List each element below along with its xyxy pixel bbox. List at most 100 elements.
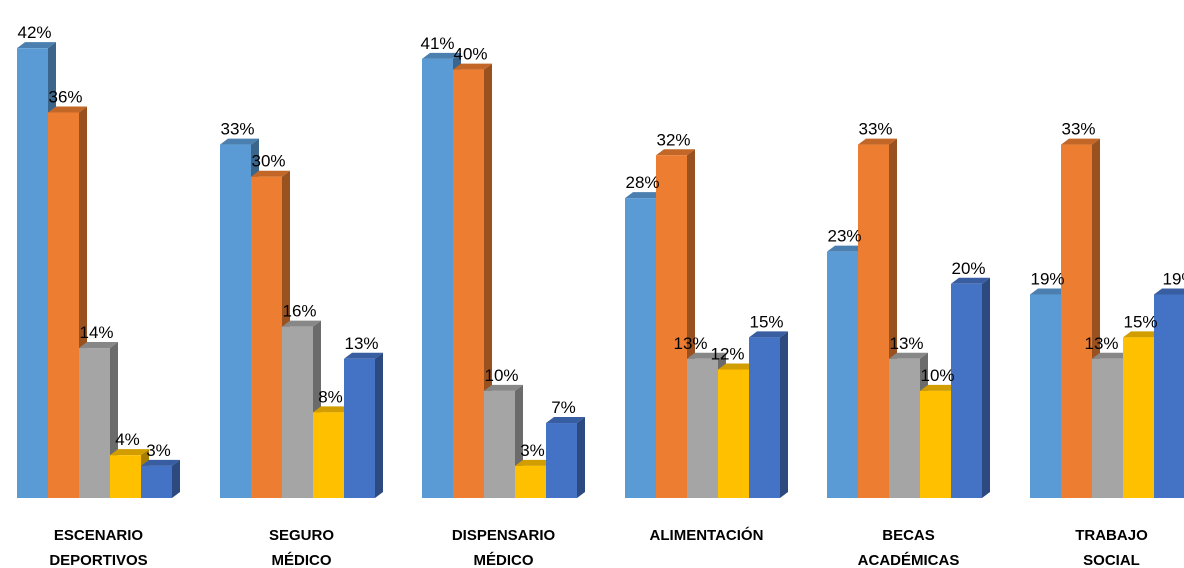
bar-front	[687, 358, 718, 498]
data-label: 41%	[420, 34, 454, 53]
bar-top	[1154, 288, 1184, 295]
bar-top	[17, 42, 56, 49]
bar-front	[344, 358, 375, 498]
bar-top	[1123, 331, 1162, 338]
bar-front	[546, 423, 577, 498]
bar	[1154, 288, 1184, 498]
bar-top	[625, 192, 664, 199]
data-label: 13%	[344, 334, 378, 353]
bar-front	[282, 326, 313, 498]
bar-side	[780, 331, 788, 498]
bar-front	[422, 58, 453, 498]
bar	[48, 106, 87, 498]
data-label: 10%	[920, 366, 954, 385]
bar-front	[858, 144, 889, 498]
bar-top	[220, 138, 259, 145]
data-label: 8%	[318, 387, 343, 406]
category-label: DEPORTIVOS	[49, 552, 147, 568]
bar-side	[375, 352, 383, 498]
data-label: 15%	[749, 312, 783, 331]
bar-side	[577, 417, 585, 498]
data-labels-layer: 42% 36% 14% 4% 3% 33% 30% 16% 8% 13% 41%40% 10% 3% 7%…	[17, 23, 1184, 460]
bar	[951, 277, 990, 498]
bar-side	[172, 459, 180, 498]
bar	[546, 417, 585, 498]
data-label: 33%	[1061, 120, 1095, 139]
bar-top	[313, 406, 352, 413]
data-label: 19%	[1030, 270, 1064, 289]
data-label: 12%	[710, 344, 744, 363]
category-label: ESCENARIO	[54, 527, 144, 544]
data-label: 19%	[1162, 270, 1184, 289]
data-label: 7%	[551, 398, 576, 417]
category-label: BECAS	[882, 527, 935, 544]
data-label: 15%	[1123, 312, 1157, 331]
bar-front	[749, 337, 780, 498]
bar-top	[422, 52, 461, 59]
bar-top	[546, 417, 585, 424]
bar	[344, 352, 383, 498]
data-label: 33%	[220, 120, 254, 139]
bar-front	[951, 283, 982, 498]
data-label: 3%	[520, 441, 545, 460]
data-label: 13%	[1084, 334, 1118, 353]
bar-front	[79, 348, 110, 498]
bar-top	[1030, 288, 1069, 295]
data-label: 36%	[48, 87, 82, 106]
bar	[1030, 288, 1069, 498]
bar-front	[718, 369, 749, 498]
data-label: 40%	[453, 45, 487, 64]
bar-front	[889, 358, 920, 498]
bar-top	[827, 245, 866, 252]
bar-top	[1061, 138, 1100, 145]
bar-front	[1092, 358, 1123, 498]
category-label: MÉDICO	[474, 552, 534, 568]
bar-top	[889, 352, 928, 359]
bar-front	[515, 465, 546, 498]
bar-top	[79, 342, 118, 349]
bar-front	[48, 112, 79, 498]
bar-front	[110, 455, 141, 498]
bar-top	[344, 352, 383, 359]
bar-front	[827, 251, 858, 498]
bar-front	[141, 465, 172, 498]
bar-front	[251, 176, 282, 498]
data-label: 32%	[656, 130, 690, 149]
bar-side	[982, 277, 990, 498]
bar-front	[1154, 294, 1184, 498]
data-label: 23%	[827, 227, 861, 246]
data-label: 30%	[251, 152, 285, 171]
data-label: 4%	[115, 430, 140, 449]
bar-front	[1030, 294, 1061, 498]
data-label: 13%	[673, 334, 707, 353]
bar-top	[687, 352, 726, 359]
bar-front	[484, 390, 515, 498]
data-label: 13%	[889, 334, 923, 353]
category-labels-layer: ESCENARIO DEPORTIVOS SEGURO MÉDICO DISPENSAR…	[49, 526, 1148, 568]
bar	[749, 331, 788, 498]
bar-front	[17, 48, 48, 499]
data-label: 20%	[951, 259, 985, 278]
bar-top	[656, 149, 695, 156]
bar-front	[656, 155, 687, 498]
data-label: 10%	[484, 366, 518, 385]
bar-top	[251, 170, 290, 177]
data-label: 42%	[17, 23, 51, 42]
bars-layer	[17, 42, 1184, 499]
bar-top	[48, 106, 87, 113]
category-label: ALIMENTACIÓN	[650, 526, 764, 544]
bar-top	[453, 63, 492, 70]
bar-top	[484, 384, 523, 391]
category-label: MÉDICO	[272, 552, 332, 568]
bar-front	[220, 144, 251, 498]
category-label: SOCIAL	[1083, 552, 1140, 568]
bar-front	[313, 412, 344, 498]
data-label: 28%	[625, 173, 659, 192]
bar-front	[625, 198, 656, 498]
bar-front	[920, 390, 951, 498]
data-label: 33%	[858, 120, 892, 139]
category-label: SEGURO	[269, 527, 334, 544]
bar	[889, 352, 928, 498]
data-label: 3%	[146, 441, 171, 460]
